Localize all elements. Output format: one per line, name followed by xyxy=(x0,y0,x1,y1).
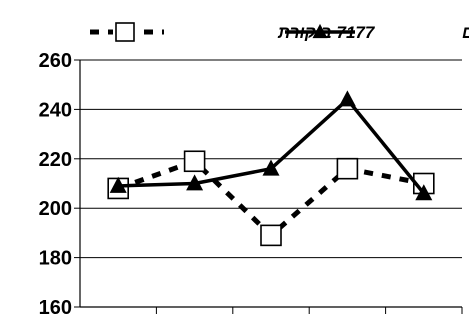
data-point-triangle xyxy=(415,184,433,201)
legend-label-solid: 7177 דבורים xyxy=(462,23,469,42)
data-point-triangle xyxy=(262,159,280,176)
data-point-triangle xyxy=(109,176,127,193)
y-tick-label: 180 xyxy=(39,248,72,270)
axes xyxy=(74,59,463,314)
grid-lines xyxy=(80,59,462,259)
legend-label-dashed: 7177 ביקורת xyxy=(277,23,376,42)
y-tick-labels: 160 180 200 220 240 260 xyxy=(39,50,72,319)
legend: 7177 דבורים 7177 ביקורת xyxy=(90,21,469,43)
series-layer xyxy=(107,90,435,247)
data-point-square xyxy=(183,150,206,173)
y-tick-label: 240 xyxy=(39,99,72,121)
series-0 xyxy=(109,90,433,201)
data-point-triangle xyxy=(186,174,204,191)
y-tick-label: 200 xyxy=(39,198,72,220)
y-tick-label: 220 xyxy=(39,149,72,171)
y-tick-label: 160 xyxy=(39,297,72,319)
data-point-square xyxy=(336,157,359,180)
series-line-0 xyxy=(118,97,426,195)
y-tick-label: 260 xyxy=(39,50,72,72)
legend-marker-triangle xyxy=(312,23,328,39)
data-point-square xyxy=(260,224,282,247)
legend-marker-square xyxy=(115,22,135,42)
data-point-triangle xyxy=(338,90,356,107)
